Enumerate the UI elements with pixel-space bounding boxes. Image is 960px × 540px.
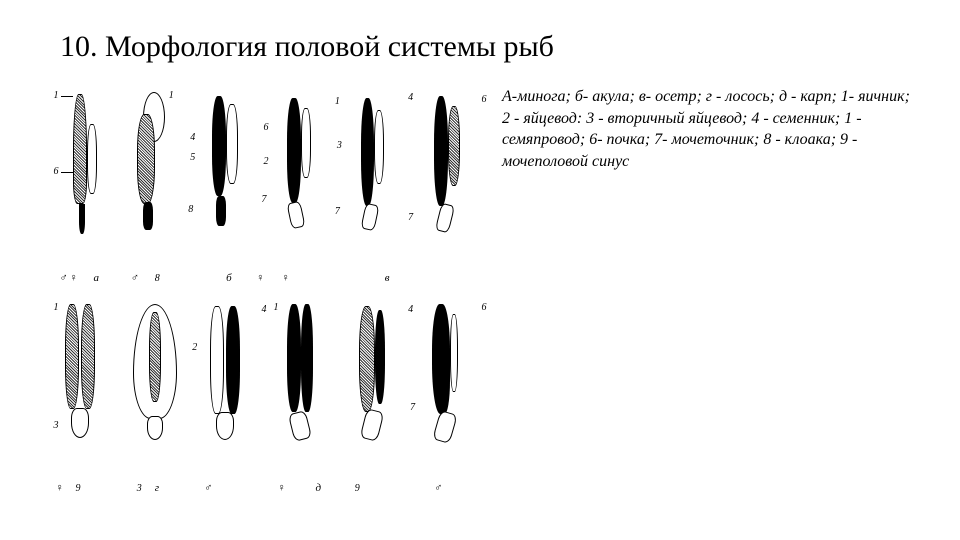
label-1b: 1 [169,90,174,101]
letter-a: а [93,272,99,284]
label-1c: 1 [335,96,340,107]
specimen-a-male: 1 6 ♂ ♀ а [51,84,121,286]
label-1d: 1 [53,302,58,313]
label-2b: 2 [192,342,197,353]
label-4: 4 [190,132,195,143]
letter-b: б [226,272,232,284]
label-7c: 7 [408,212,413,223]
label-6b: 6 [264,122,269,133]
label-6c: 6 [482,94,487,105]
letter-v: в [385,272,390,284]
sex-female2: ♀ [256,272,264,284]
slide-title: 10. Морфология половой системы рыб [60,30,910,64]
anatomical-diagram: 1 6 ♂ ♀ а 1 4 5 [50,80,490,500]
specimen-b-male: 6 2 7 б ♀ [198,84,268,286]
specimen-g-male: 4 ♂ [198,294,268,496]
label-5: 5 [190,152,195,163]
figure-caption: А-минога; б- акула; в- осетр; г - лосось… [502,80,910,500]
label-6: 6 [53,166,58,177]
label-3b: 3 [53,420,58,431]
specimen-g-female-2: 2 г 3 [125,294,195,496]
diagram-row-1: 1 6 ♂ ♀ а 1 4 5 [50,80,490,290]
sex-female: ♀ [69,272,77,284]
label-3c: 3 [137,483,142,494]
label-4b: 4 [408,92,413,103]
label-7d: 7 [410,402,415,413]
label-8: 8 [155,273,160,284]
sex-male3: ♂ [204,482,212,494]
letter-g: г [155,482,159,494]
sex-male4: ♂ [434,482,442,494]
specimen-d-female: 1 ♀ д [271,294,341,496]
sex-male2: ♂ [131,272,139,284]
label-7b: 7 [335,206,340,217]
diagram-row-2: 1 3 ♀ 9 2 г 3 [50,290,490,500]
specimen-a-female: 1 4 5 8 ♂ 8 [125,84,195,286]
content-area: 1 6 ♂ ♀ а 1 4 5 [50,80,910,500]
label-2: 2 [264,156,269,167]
specimen-b-female: 1 3 7 ♀ [271,84,341,286]
specimen-d-male-2: 6 ♂ [418,294,488,496]
label-4d: 4 [408,304,413,315]
specimen-g-female: 1 3 ♀ 9 [51,294,121,496]
label-1e: 1 [273,302,278,313]
specimen-c-female: 6 [418,84,488,286]
label-1: 1 [53,90,58,101]
sex-female3: ♀ [281,272,289,284]
letter-d: д [315,482,321,494]
sex-female4: ♀ [55,482,63,494]
specimen-d-male: 4 7 9 [345,294,415,496]
label-7: 7 [262,194,267,205]
label-6d: 6 [482,302,487,313]
label-9: 9 [75,483,80,494]
label-8b: 8 [188,204,193,215]
sex-female5: ♀ [277,482,285,494]
label-4c: 4 [262,304,267,315]
sex-male: ♂ [59,272,67,284]
label-9b: 9 [355,483,360,494]
label-3: 3 [337,140,342,151]
specimen-c-male: 4 7 в [345,84,415,286]
